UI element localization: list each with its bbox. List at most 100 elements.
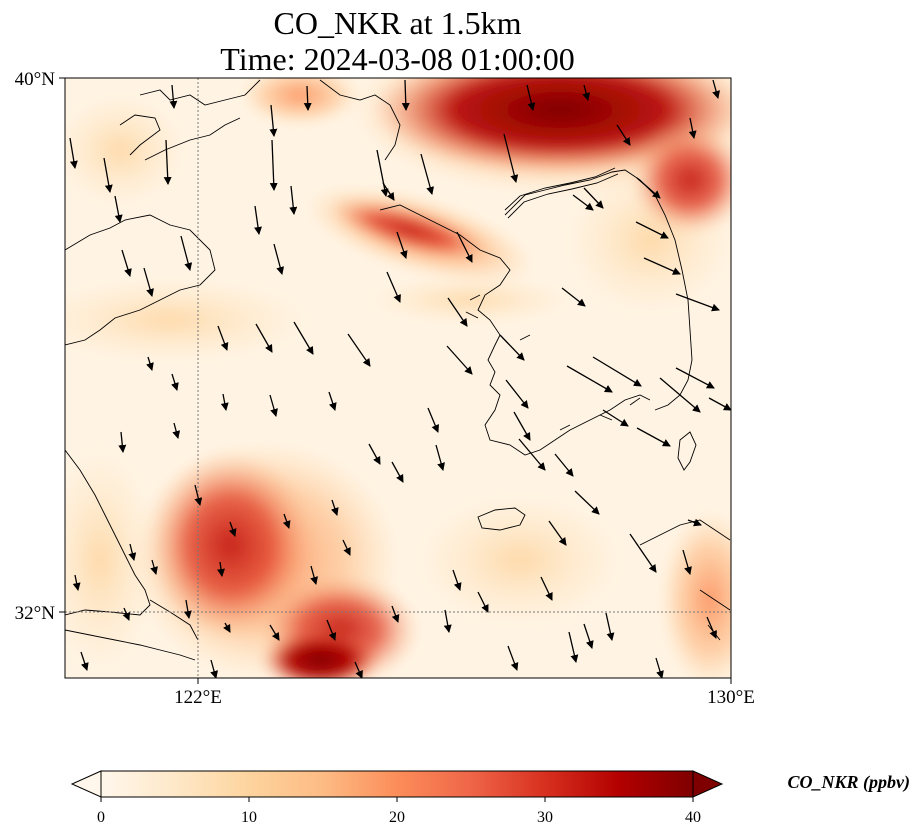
wind-arrow — [172, 422, 181, 439]
colorbar-label: CO_NKR (ppbv) — [788, 772, 911, 793]
wind-arrow — [254, 205, 262, 235]
wind-arrow — [629, 533, 657, 573]
lon-tick-label-122e: 122°E — [174, 687, 222, 708]
wind-arrow — [128, 543, 137, 561]
wind-arrow — [391, 461, 404, 483]
wind-arrow — [171, 373, 179, 391]
wind-arrow — [269, 104, 278, 137]
wind-arrow — [605, 612, 615, 641]
wind-arrow — [592, 356, 642, 387]
colorbar-extend-high — [692, 770, 724, 798]
wind-arrow — [447, 297, 468, 327]
wind-arrow — [269, 394, 278, 417]
wind-arrow — [583, 187, 604, 209]
wind-arrow — [118, 431, 127, 453]
colorbar-extend-low — [70, 770, 102, 798]
wind-arrow — [183, 599, 192, 619]
wind-arrow — [326, 619, 337, 641]
wind-arrow — [180, 235, 193, 271]
wind-arrow — [675, 367, 715, 389]
wind-arrow — [503, 133, 519, 183]
jeju-island — [477, 507, 526, 531]
wind-arrow — [303, 85, 312, 111]
wind-arrow — [103, 157, 113, 193]
colorbar-tick-label: 40 — [685, 809, 701, 826]
wind-arrow — [540, 576, 553, 601]
wind-arrow — [121, 249, 132, 277]
wind-arrow — [368, 443, 381, 465]
wind-arrow — [513, 411, 531, 441]
wind-arrow — [616, 124, 631, 146]
wind-arrow — [659, 377, 701, 413]
wind-arrow — [269, 139, 278, 191]
wind-arrow — [566, 365, 613, 393]
wind-arrow — [687, 518, 702, 527]
wind-arrow — [282, 513, 291, 529]
wind-vectors — [69, 79, 731, 678]
lat-tick-label-40n: 40°N — [15, 69, 56, 90]
wind-arrow — [169, 84, 178, 109]
wind-arrow — [635, 221, 669, 239]
wind-arrow — [150, 559, 158, 575]
wind-arrow — [396, 231, 408, 259]
wind-arrow — [220, 393, 229, 411]
yangtze-estuary — [65, 599, 199, 661]
wind-arrow — [452, 569, 462, 591]
wind-arrow — [122, 607, 130, 621]
colorbar-tick-label: 30 — [537, 809, 553, 826]
wind-arrow — [80, 651, 89, 671]
wind-arrow — [386, 271, 401, 303]
map-title-line-2: Time: 2024-03-08 01:00:00 — [220, 41, 575, 77]
wind-arrow — [347, 333, 371, 367]
wind-arrow — [643, 257, 681, 275]
wind-arrow — [456, 231, 473, 263]
lat-tick-label-32n: 32°N — [15, 603, 56, 624]
gridlines — [65, 78, 731, 678]
wind-arrow — [435, 444, 445, 471]
coastline-korea-west — [379, 204, 651, 456]
wind-arrow — [342, 539, 351, 556]
wind-arrow — [69, 137, 78, 169]
wind-arrow — [655, 657, 664, 678]
wind-arrow — [310, 565, 318, 585]
coastline-korea-east — [504, 169, 693, 411]
wind-arrow — [583, 623, 594, 649]
map-frame — [64, 77, 732, 679]
tsushima-island — [677, 431, 697, 471]
wind-arrow — [217, 325, 229, 351]
wind-arrow — [330, 499, 339, 516]
wind-arrow — [582, 84, 591, 101]
wind-arrow — [210, 659, 218, 678]
wind-arrow — [354, 661, 363, 678]
colorbar-tick-label: 20 — [389, 809, 405, 826]
wind-arrow — [72, 574, 81, 591]
wind-arrow — [401, 79, 410, 111]
wind-arrow — [574, 490, 600, 515]
wind-arrow — [376, 149, 389, 197]
wind-arrow — [194, 484, 203, 506]
colorbar-tick-label: 0 — [97, 809, 105, 826]
wind-arrow — [427, 407, 439, 433]
colorbar-tick-label: 10 — [241, 809, 257, 826]
wind-arrow — [548, 520, 567, 546]
wind-arrow — [293, 321, 314, 355]
wind-arrow — [499, 334, 525, 361]
map-title-line-1: CO_NKR at 1.5km — [273, 5, 522, 41]
wind-arrow — [114, 195, 123, 223]
colorbar-body — [101, 771, 693, 797]
wind-arrow — [688, 117, 697, 139]
wind-arrow — [217, 561, 225, 577]
wind-arrow — [443, 609, 452, 633]
wind-arrow — [675, 293, 720, 312]
wind-arrow — [269, 624, 280, 641]
wind-arrow — [706, 616, 717, 639]
wind-arrow — [273, 243, 285, 275]
wind-arrow — [602, 409, 629, 427]
wind-arrow — [228, 521, 237, 537]
wind-arrow — [223, 622, 231, 633]
wind-arrow — [561, 287, 586, 307]
wind-arrow — [526, 84, 536, 111]
colorbar-ticks: 0 10 20 30 40 — [97, 797, 701, 826]
wind-arrow — [163, 139, 172, 185]
